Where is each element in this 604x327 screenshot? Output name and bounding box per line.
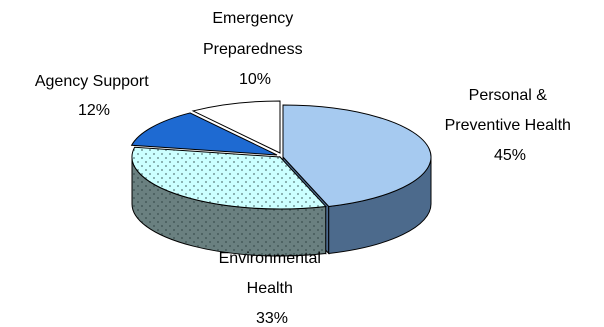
slice-label-emergency-preparedness: Emergency Preparedness 10%	[203, 10, 307, 88]
pie-slice-agency-support	[130, 112, 278, 156]
slice-label-environmental-health: Environmental Health 33%	[219, 250, 326, 327]
slice-label-personal-preventive-health: Personal & Preventive Health 45%	[445, 87, 576, 164]
pie-slice-emergency-preparedness	[191, 100, 281, 154]
pie-slice-environmental-health	[131, 146, 327, 210]
slice-label-agency-support: Agency Support 12%	[35, 73, 153, 119]
pie-slice-personal-preventive-health	[282, 104, 432, 207]
